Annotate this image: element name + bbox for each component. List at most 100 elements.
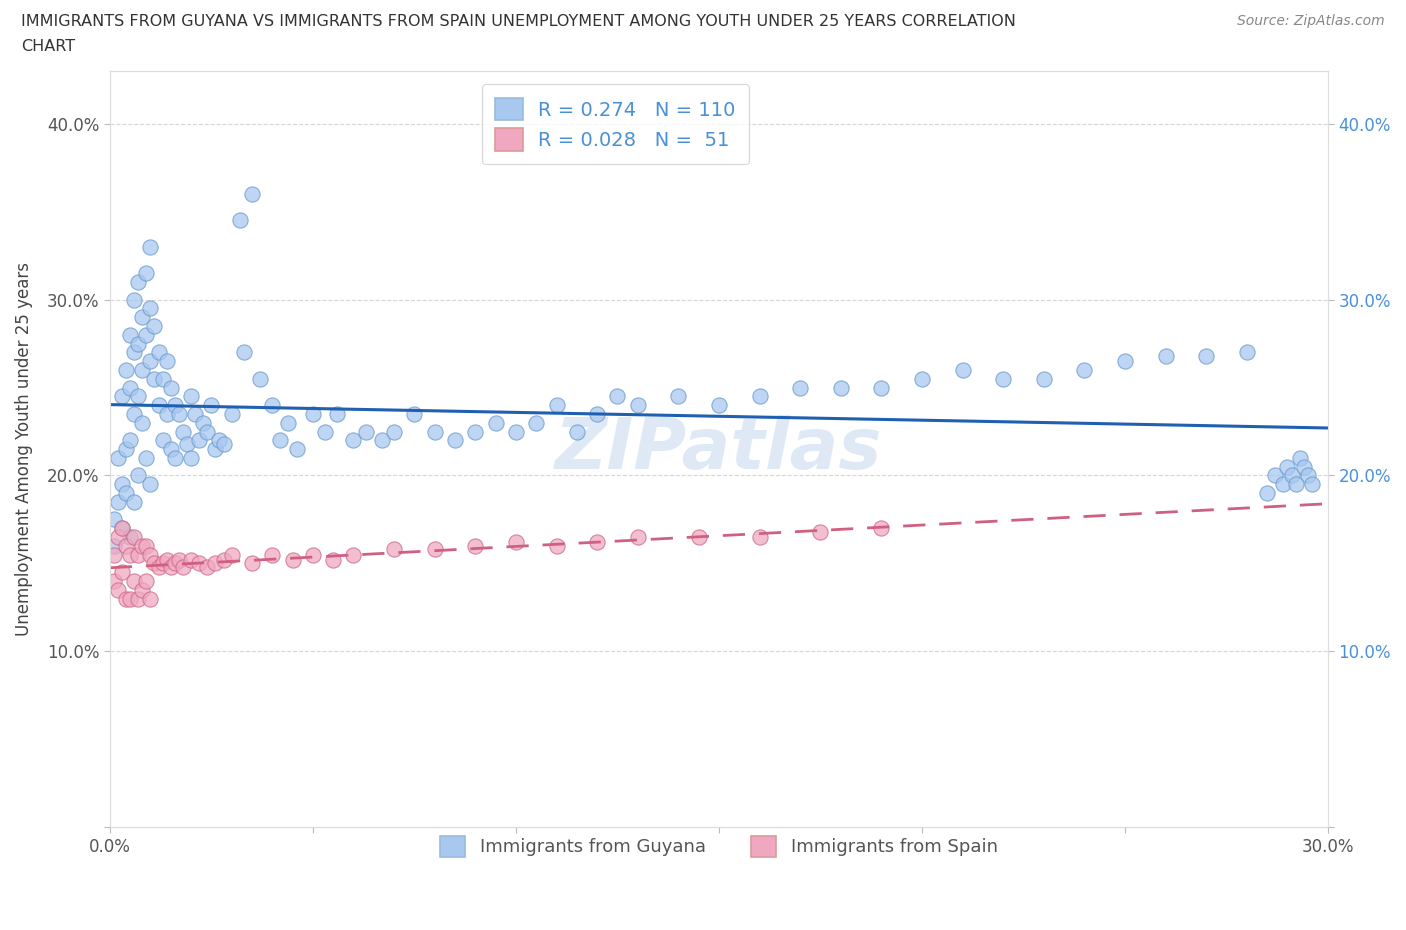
Point: [172, 560, 194, 575]
Point: [120, 591, 142, 606]
Point: [1284, 477, 1306, 492]
Point: [163, 556, 186, 571]
Point: [143, 318, 166, 333]
Point: [120, 380, 142, 395]
Point: [115, 591, 138, 606]
Point: [139, 477, 162, 492]
Point: [232, 345, 254, 360]
Text: ZIPatlas: ZIPatlas: [555, 415, 883, 484]
Point: [139, 239, 162, 254]
Point: [184, 406, 207, 421]
Point: [167, 406, 190, 421]
Point: [131, 538, 153, 553]
Point: [127, 547, 149, 562]
Point: [127, 274, 149, 289]
Point: [115, 538, 138, 553]
Point: [111, 521, 134, 536]
Point: [1281, 468, 1303, 483]
Point: [354, 424, 377, 439]
Point: [505, 424, 527, 439]
Point: [240, 556, 263, 571]
Point: [1256, 485, 1278, 500]
Point: [148, 398, 170, 413]
Point: [208, 432, 231, 447]
Point: [382, 542, 405, 557]
Point: [371, 432, 394, 447]
Point: [748, 389, 770, 404]
Point: [107, 530, 129, 545]
Point: [143, 371, 166, 386]
Point: [1195, 349, 1218, 364]
Point: [159, 560, 181, 575]
Text: Source: ZipAtlas.com: Source: ZipAtlas.com: [1237, 14, 1385, 28]
Point: [204, 442, 226, 457]
Point: [1032, 371, 1054, 386]
Point: [221, 547, 243, 562]
Point: [212, 436, 235, 451]
Point: [131, 582, 153, 597]
Point: [606, 389, 628, 404]
Point: [115, 485, 138, 500]
Point: [1301, 477, 1323, 492]
Point: [127, 336, 149, 351]
Point: [240, 187, 263, 202]
Point: [120, 432, 142, 447]
Point: [1292, 459, 1315, 474]
Point: [180, 552, 202, 567]
Point: [586, 406, 609, 421]
Point: [1272, 477, 1295, 492]
Point: [285, 442, 308, 457]
Point: [200, 398, 222, 413]
Point: [911, 371, 934, 386]
Point: [524, 416, 547, 431]
Text: CHART: CHART: [21, 39, 75, 54]
Point: [122, 406, 145, 421]
Text: IMMIGRANTS FROM GUYANA VS IMMIGRANTS FROM SPAIN UNEMPLOYMENT AMONG YOUTH UNDER 2: IMMIGRANTS FROM GUYANA VS IMMIGRANTS FRO…: [21, 14, 1017, 29]
Point: [627, 530, 650, 545]
Point: [464, 538, 486, 553]
Point: [135, 450, 157, 465]
Point: [688, 530, 710, 545]
Point: [444, 432, 467, 447]
Point: [156, 406, 179, 421]
Point: [1073, 363, 1095, 378]
Point: [135, 574, 157, 589]
Point: [707, 398, 730, 413]
Point: [107, 450, 129, 465]
Point: [277, 416, 299, 431]
Point: [163, 450, 186, 465]
Point: [249, 371, 271, 386]
Point: [172, 424, 194, 439]
Point: [830, 380, 852, 395]
Point: [1277, 459, 1299, 474]
Point: [505, 535, 527, 550]
Point: [262, 547, 284, 562]
Point: [1114, 353, 1136, 368]
Point: [1296, 468, 1319, 483]
Point: [464, 424, 486, 439]
Point: [152, 556, 174, 571]
Point: [131, 310, 153, 325]
Point: [120, 547, 142, 562]
Point: [103, 538, 125, 553]
Point: [1154, 349, 1177, 364]
Point: [103, 574, 125, 589]
Point: [627, 398, 650, 413]
Point: [382, 424, 405, 439]
Point: [870, 380, 893, 395]
Point: [159, 442, 181, 457]
Point: [993, 371, 1015, 386]
Point: [135, 538, 157, 553]
Point: [326, 406, 349, 421]
Point: [148, 345, 170, 360]
Point: [139, 301, 162, 316]
Point: [152, 371, 174, 386]
Point: [139, 591, 162, 606]
Point: [127, 591, 149, 606]
Point: [131, 363, 153, 378]
Point: [546, 398, 568, 413]
Point: [302, 547, 325, 562]
Point: [107, 495, 129, 510]
Point: [810, 525, 832, 539]
Point: [111, 521, 134, 536]
